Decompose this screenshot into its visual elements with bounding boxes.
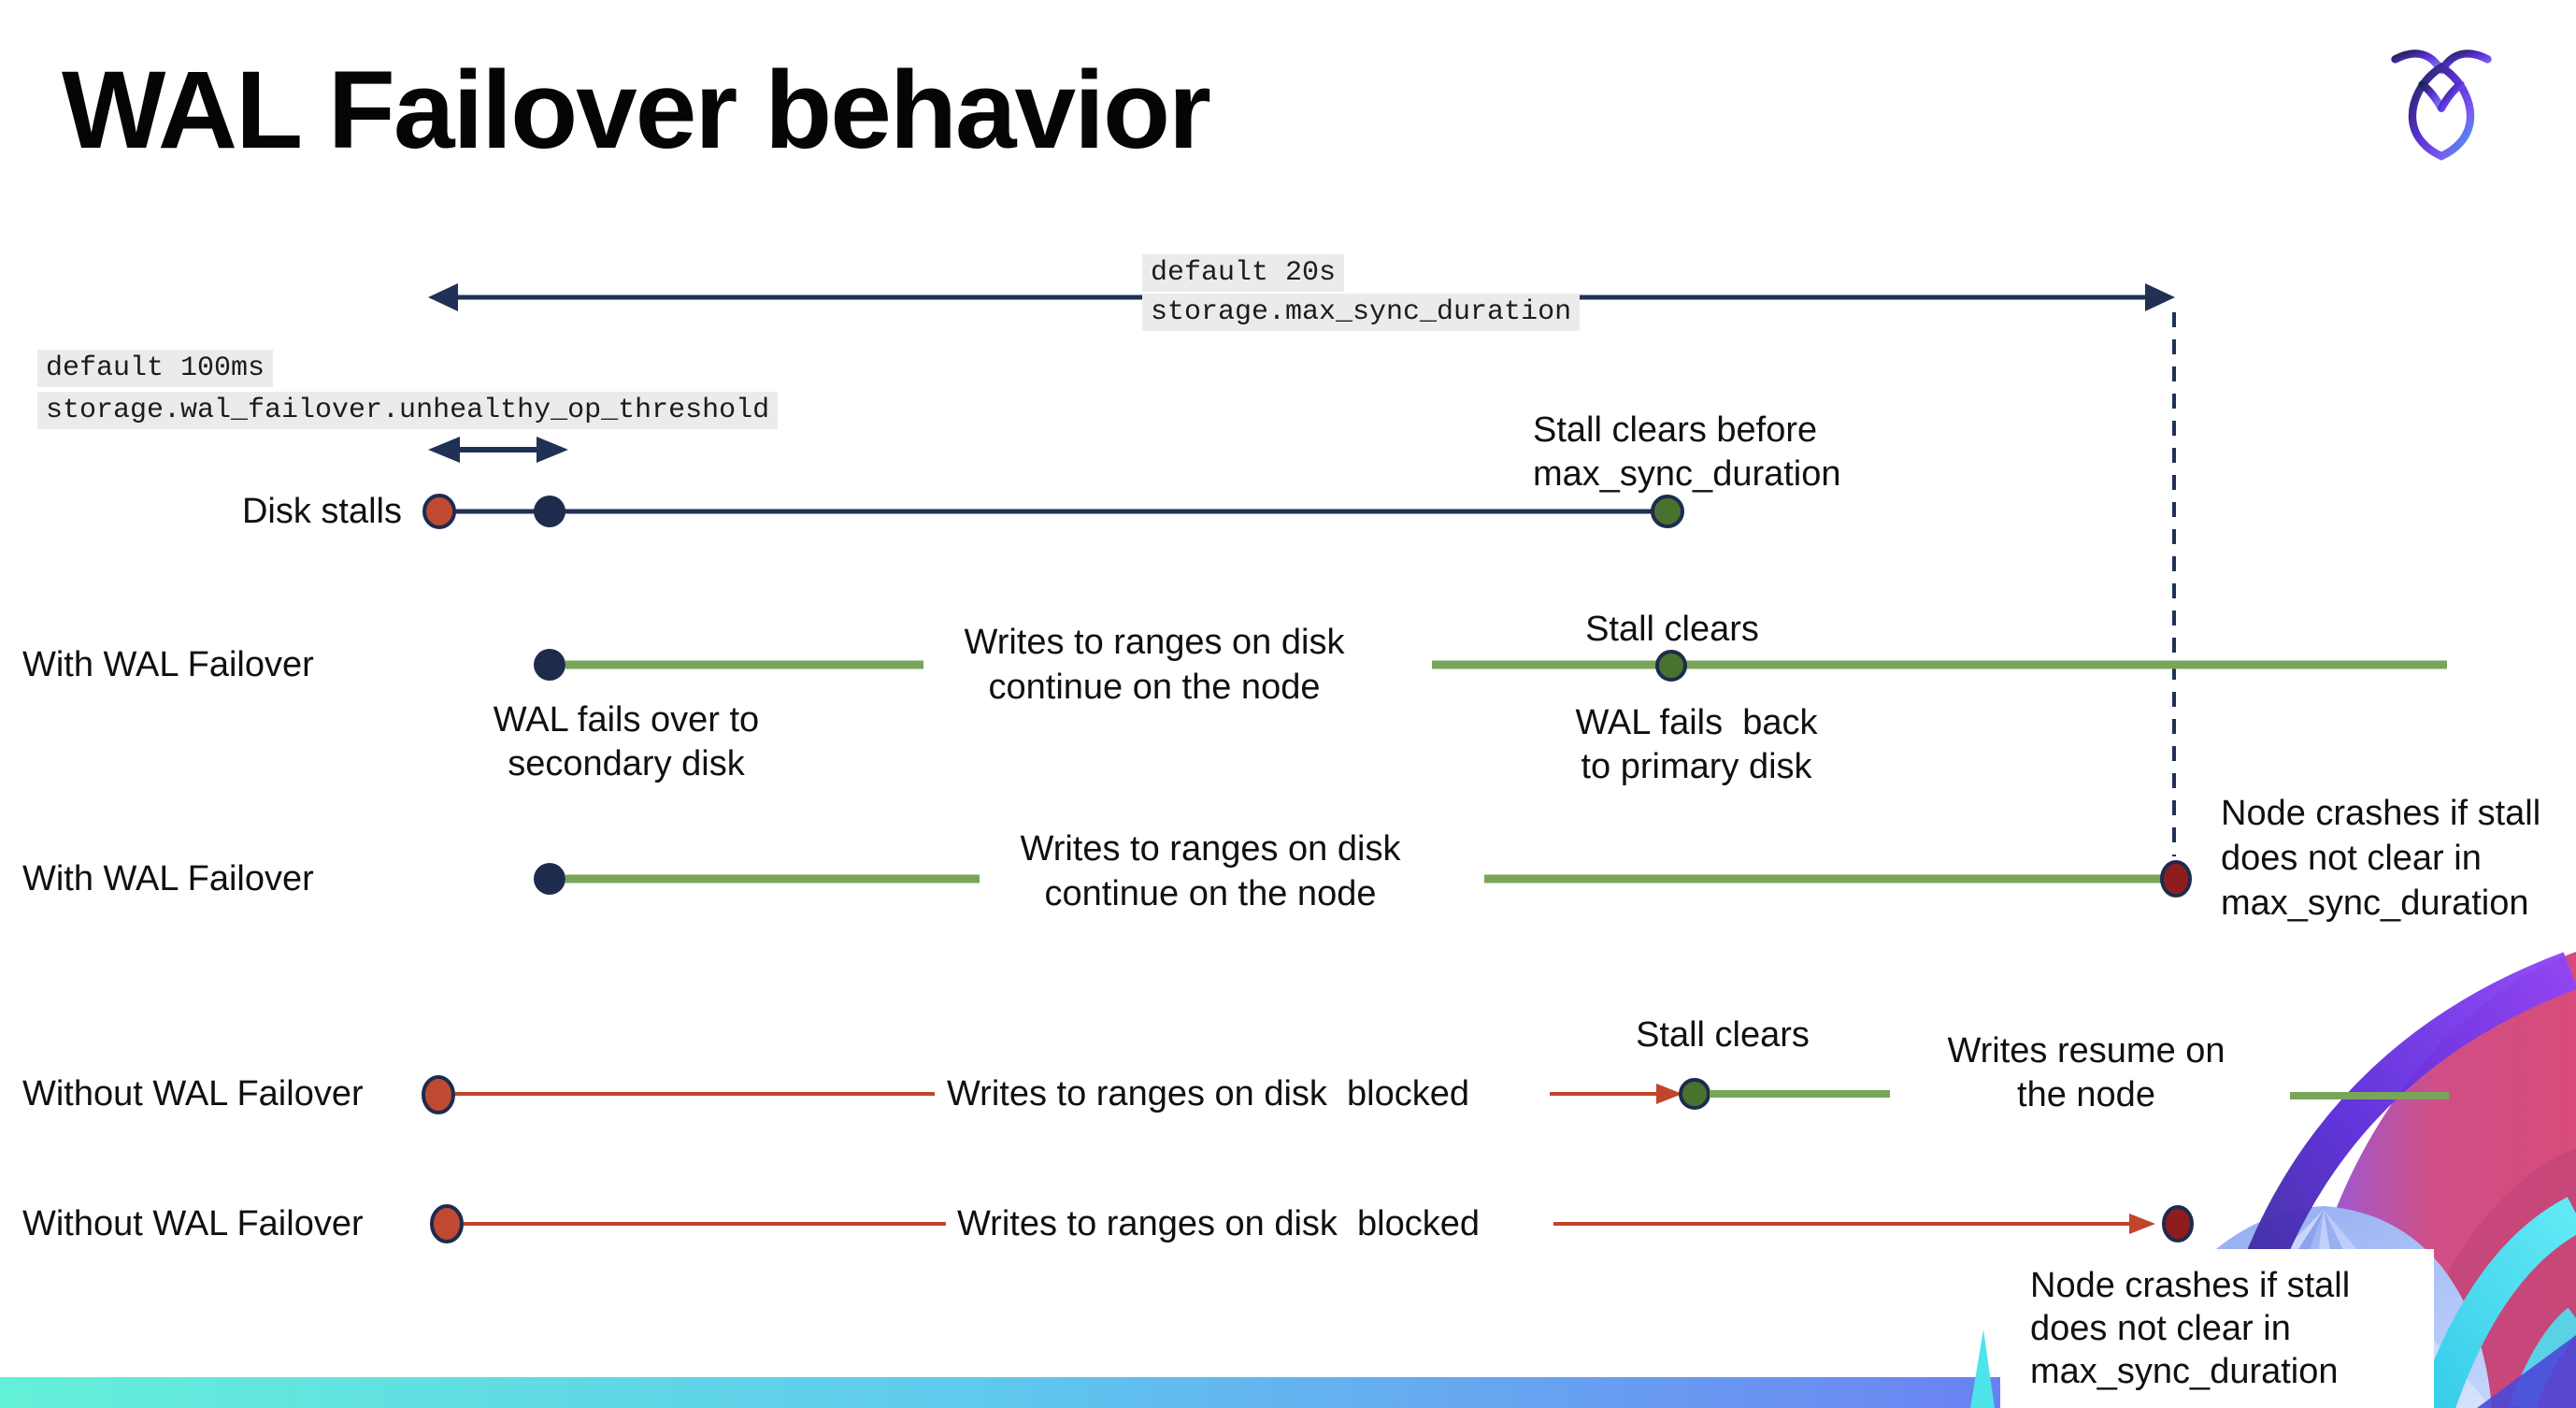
max-sync-setting-name: storage.max_sync_duration [1142,294,1581,331]
stall-clears-dot [1651,495,1684,528]
node-crash-dot [2162,1205,2194,1243]
art-corner-fill [2477,1335,2576,1408]
stall-start-dot [422,494,456,529]
arrow-head-left [428,283,458,311]
arrow-head-right [537,437,568,463]
stall-clears-dot [1679,1078,1710,1110]
annotation-node-crashes-without-wal: Node crashes if stall does not clear in … [2030,1266,2351,1391]
annotation-wal-fails-back: WAL fails back to primary disk [1575,703,1818,786]
threshold-default-label: default 100ms [37,350,274,387]
row-label-without-wal-2: Without WAL Failover [22,1204,364,1243]
annotation-writes-resume: Writes resume on the node [1947,1031,2225,1114]
annotation-node-crashes-with-wal: Node crashes if stall does not clear in … [2221,794,2541,923]
threshold-dot [534,496,565,527]
logo-arm-right [2437,80,2465,112]
cockroachdb-logo [2391,50,2492,161]
annotation-wal-fails-over: WAL fails over to secondary disk [493,700,760,783]
stall-clears-dot [1655,650,1687,682]
failover-dot [534,649,565,681]
arrow-head-left [428,437,460,463]
row-label-disk-stalls: Disk stalls [241,492,402,531]
logo-antenna-right [2438,50,2492,74]
annotation-stall-clears-1: Stall clears [1585,610,1759,649]
annotation-writes-blocked-1: Writes to ranges on disk blocked [947,1074,1470,1113]
annotation-stall-clears-2: Stall clears [1636,1015,1810,1055]
row-label-with-wal-2: With WAL Failover [22,859,314,898]
page-title: WAL Failover behavior [62,49,1211,172]
threshold-setting-name: storage.wal_failover.unhealthy_op_thresh… [37,392,779,429]
max-sync-default-label: default 20s [1142,254,1345,292]
art-cyan-sliver [1970,1329,1995,1408]
failover-dot [534,863,565,895]
logo-antenna-left [2391,50,2445,74]
arrow-head-right [2129,1214,2155,1234]
annotation-writes-continue-1: Writes to ranges on disk continue on the… [964,623,1345,707]
node-crash-callout-box [2000,1249,2434,1408]
annotation-writes-continue-2: Writes to ranges on disk continue on the… [1020,829,1401,913]
art-cyan-arc [2418,1197,2576,1408]
stall-start-dot [422,1075,455,1114]
node-crash-dot [2160,860,2192,898]
annotation-stall-clears-before: Stall clears before max_sync_duration [1533,410,1841,494]
stall-start-dot [430,1204,464,1243]
logo-arm-left [2418,80,2446,112]
row-label-with-wal-1: With WAL Failover [22,645,314,684]
annotation-writes-blocked-2: Writes to ranges on disk blocked [957,1204,1481,1243]
row-label-without-wal-1: Without WAL Failover [22,1074,364,1113]
arrow-head-right [1656,1084,1682,1104]
arrow-head-right [2145,283,2175,311]
